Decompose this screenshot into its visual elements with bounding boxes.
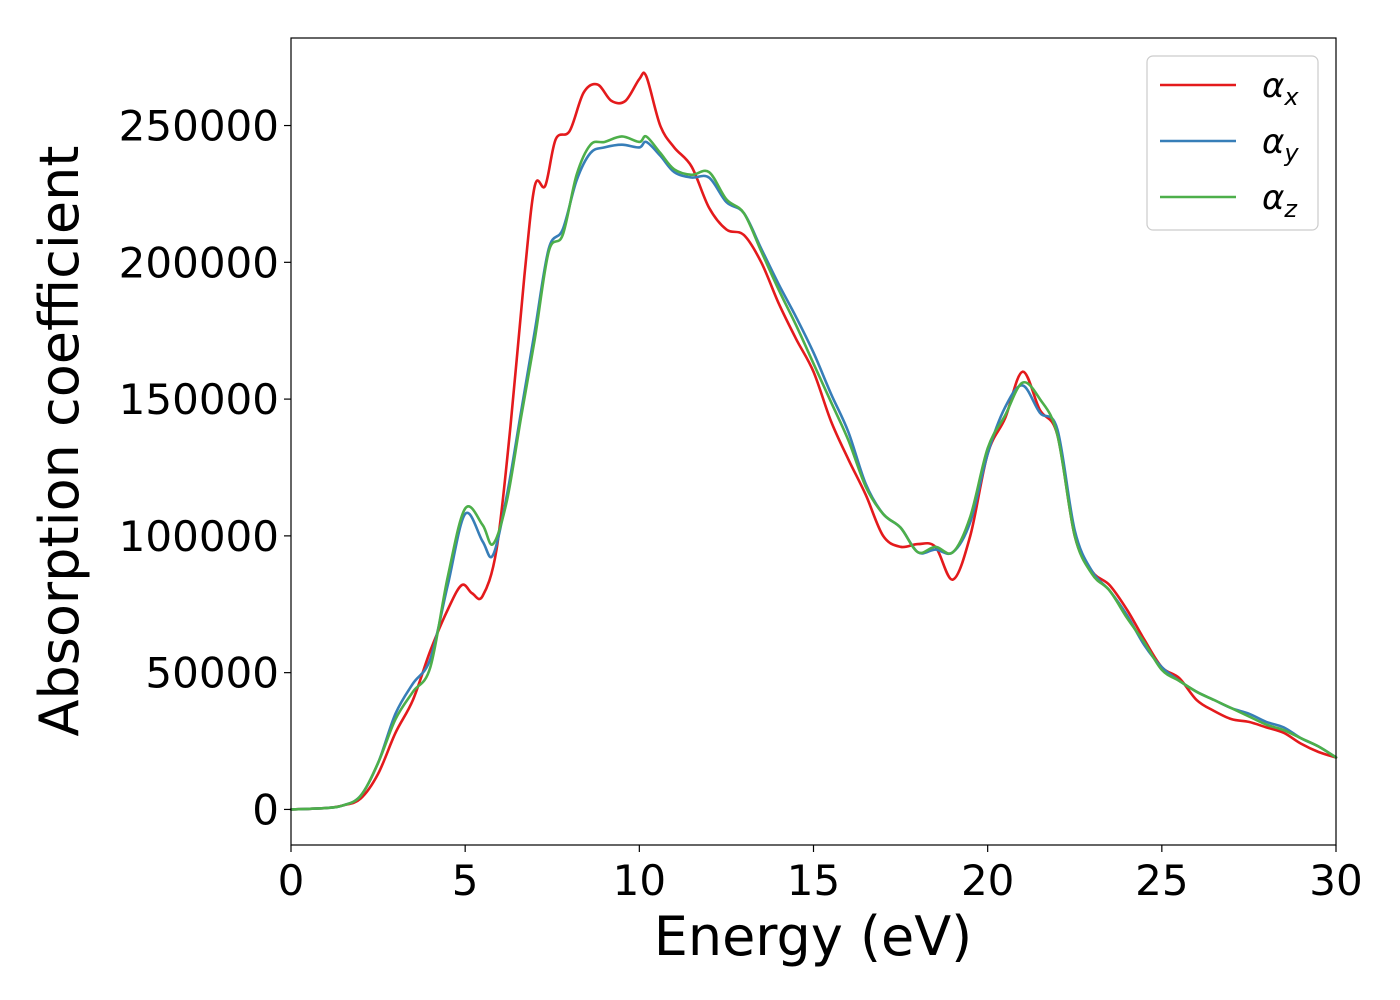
y-tick-label: 250000 <box>119 102 279 151</box>
x-tick-label: 25 <box>1135 856 1188 905</box>
legend-label-z: αz <box>1262 178 1298 223</box>
legend-box <box>1146 55 1319 231</box>
x-tick-label: 10 <box>613 856 666 905</box>
x-tick-label: 30 <box>1309 856 1362 905</box>
x-tick-label: 20 <box>961 856 1014 905</box>
legend-label-x: αx <box>1262 66 1299 111</box>
x-tick-label: 15 <box>787 856 840 905</box>
legend-label-subscript: y <box>1283 139 1299 167</box>
y-axis-ticks: 0 50000 100000 150000 200000 250000 <box>119 102 291 834</box>
x-tick-label: 0 <box>278 856 305 905</box>
series-line-y <box>289 140 1338 811</box>
y-tick-label: 50000 <box>145 649 279 698</box>
x-tick-label: 5 <box>452 856 479 905</box>
x-axis-title: Energy (eV) <box>654 905 973 968</box>
y-tick-label: 0 <box>252 785 279 834</box>
series-line-z <box>289 134 1338 811</box>
y-axis-title: Absorption coefficient <box>28 146 91 737</box>
legend-label-symbol: α <box>1262 66 1284 106</box>
y-tick-label: 100000 <box>119 512 279 561</box>
legend-label-y: αy <box>1262 122 1299 167</box>
y-tick-label: 150000 <box>119 375 279 424</box>
legend-label-subscript: z <box>1283 195 1298 223</box>
series-line-x <box>289 71 1338 811</box>
y-tick-label: 200000 <box>119 238 279 287</box>
legend-label-symbol: α <box>1262 178 1284 218</box>
series-layer <box>289 71 1338 811</box>
x-axis-ticks: 0 5 10 15 20 25 30 <box>278 845 1363 905</box>
legend-label-symbol: α <box>1262 122 1284 162</box>
legend-label-subscript: x <box>1283 83 1299 111</box>
